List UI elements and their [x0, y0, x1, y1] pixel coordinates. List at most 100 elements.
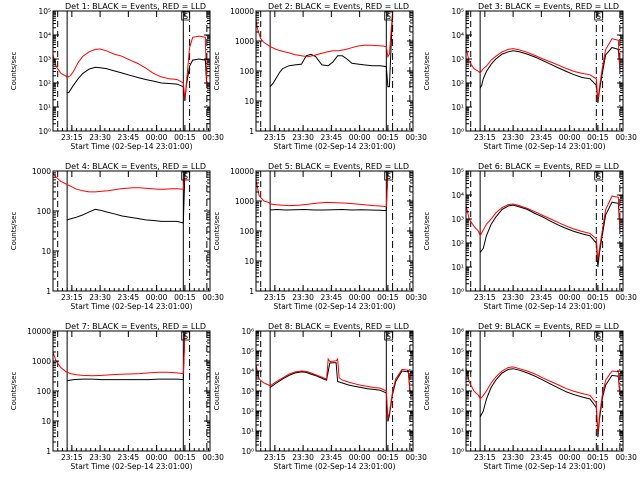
- y-tick-label: 10⁴: [241, 367, 254, 376]
- y-tick-label: 100: [37, 387, 52, 396]
- saa-marker-label: S: [386, 12, 391, 21]
- y-axis-label: Counts/sec: [10, 52, 18, 91]
- y-tick-label: 10³: [451, 387, 464, 396]
- y-axis-label: Counts/sec: [10, 372, 18, 411]
- x-axis-label: Start Time (02-Sep-14 23:01:00): [71, 462, 193, 471]
- x-axis-label: Start Time (02-Sep-14 23:01:00): [484, 462, 606, 471]
- x-tick-label: 00:15: [377, 453, 399, 462]
- x-tick-label: 23:45: [118, 293, 140, 302]
- plot-frame: [255, 330, 414, 452]
- series-line-lld: [466, 362, 621, 433]
- saa-marker-box: [594, 11, 604, 21]
- y-tick-label: 10⁶: [451, 327, 464, 336]
- x-tick-label: 23:45: [321, 453, 343, 462]
- y-tick-label: 10⁵: [451, 347, 464, 356]
- plot-frame: [465, 10, 624, 132]
- y-tick-label: 100: [37, 207, 52, 216]
- x-tick-label: 23:30: [502, 293, 524, 302]
- x-tick-label: 23:15: [474, 133, 496, 142]
- y-tick-label: 10³: [451, 215, 464, 224]
- x-tick-label: 00:30: [202, 293, 224, 302]
- x-tick-label: 00:15: [174, 133, 196, 142]
- saa-marker-box: [594, 171, 604, 181]
- plot-frame: [52, 170, 211, 292]
- panel-det-9: S 10⁰ 10¹ 10² 10³ 10⁴ 10⁵ 10⁶ 23:15 23:30 23:45 00:…: [423, 322, 637, 471]
- panel-det-1: S 10⁰ 10¹ 10² 10³ 10⁴ 10⁵ 23:15 23:30 23:45 00:00 0…: [10, 2, 224, 151]
- x-tick-label: 23:30: [292, 133, 314, 142]
- x-tick-label: 23:15: [264, 453, 286, 462]
- x-tick-label: 23:15: [474, 293, 496, 302]
- panel-title: Det 2: BLACK = Events, RED = LLD: [268, 2, 409, 11]
- y-tick-label: 10: [41, 247, 51, 256]
- x-tick-label: 23:15: [264, 293, 286, 302]
- x-tick-label: 23:15: [61, 453, 83, 462]
- x-tick-label: 23:30: [89, 133, 111, 142]
- saa-marker-box: [384, 331, 394, 341]
- x-tick-label: 00:30: [615, 133, 637, 142]
- y-tick-label: 10³: [38, 55, 51, 64]
- y-tick-label: 1: [46, 287, 51, 296]
- y-axis-label: Counts/sec: [213, 212, 221, 251]
- y-axis-label: Counts/sec: [423, 212, 431, 251]
- x-tick-label: 00:30: [405, 453, 427, 462]
- x-tick-label: 00:30: [405, 133, 427, 142]
- y-tick-label: 10⁵: [38, 7, 51, 16]
- x-tick-label: 00:30: [405, 293, 427, 302]
- x-tick-label: 23:45: [118, 133, 140, 142]
- y-tick-label: 10⁰: [451, 447, 464, 456]
- y-axis-label: Counts/sec: [423, 372, 431, 411]
- series-line-events: [270, 171, 409, 212]
- x-axis-label: Start Time (02-Sep-14 23:01:00): [274, 302, 396, 311]
- y-tick-label: 10¹: [451, 103, 464, 112]
- y-tick-label: 10⁰: [451, 287, 464, 296]
- y-tick-label: 10000: [27, 327, 51, 336]
- x-tick-label: 00:15: [587, 133, 609, 142]
- y-tick-label: 1000: [32, 167, 51, 176]
- saa-marker-label: S: [596, 332, 601, 341]
- x-tick-label: 23:15: [61, 293, 83, 302]
- y-tick-label: 1000: [235, 197, 254, 206]
- saa-marker-label: S: [183, 172, 188, 181]
- series-line-lld: [53, 331, 206, 377]
- saa-marker-label: S: [386, 172, 391, 181]
- y-tick-label: 100: [240, 227, 255, 236]
- x-tick-label: 23:15: [264, 133, 286, 142]
- y-tick-label: 10: [244, 257, 254, 266]
- panel-title: Det 9: BLACK = Events, RED = LLD: [478, 322, 619, 331]
- x-tick-label: 00:15: [377, 293, 399, 302]
- panel-title: Det 7: BLACK = Events, RED = LLD: [65, 322, 206, 331]
- plot-frame: [255, 170, 414, 292]
- x-tick-label: 00:15: [174, 293, 196, 302]
- saa-marker-box: [594, 331, 604, 341]
- x-tick-label: 00:00: [349, 453, 371, 462]
- series-line-events: [479, 46, 621, 103]
- panel-title: Det 3: BLACK = Events, RED = LLD: [478, 2, 619, 11]
- y-tick-label: 10¹: [241, 427, 254, 436]
- x-tick-label: 23:45: [118, 453, 140, 462]
- x-tick-label: 23:45: [531, 293, 553, 302]
- series-line-lld: [53, 35, 208, 99]
- y-tick-label: 10⁶: [241, 327, 254, 336]
- x-tick-label: 00:30: [202, 453, 224, 462]
- x-tick-label: 23:30: [502, 133, 524, 142]
- y-tick-label: 10⁵: [241, 347, 254, 356]
- x-tick-label: 00:15: [377, 133, 399, 142]
- y-tick-label: 10⁵: [451, 167, 464, 176]
- x-tick-label: 23:30: [292, 293, 314, 302]
- x-tick-label: 23:45: [321, 293, 343, 302]
- series-line-lld: [256, 171, 409, 208]
- x-axis-label: Start Time (02-Sep-14 23:01:00): [71, 302, 193, 311]
- saa-marker-label: S: [596, 172, 601, 181]
- y-tick-label: 10⁰: [451, 127, 464, 136]
- panel-det-5: S 1 10 100 1000 10000 23:15 23:30 23:45 00:00 00:1…: [213, 162, 427, 311]
- x-axis-label: Start Time (02-Sep-14 23:01:00): [484, 302, 606, 311]
- plot-frame: [52, 330, 211, 452]
- panel-det-6: S 10⁰ 10¹ 10² 10³ 10⁴ 10⁵ 23:15 23:30 23:45 00:00 0…: [423, 162, 637, 311]
- x-tick-label: 23:45: [531, 133, 553, 142]
- panel-title: Det 6: BLACK = Events, RED = LLD: [478, 162, 619, 171]
- plot-frame: [255, 10, 414, 132]
- x-tick-label: 00:30: [202, 133, 224, 142]
- y-tick-label: 10⁴: [451, 367, 464, 376]
- saa-marker-label: S: [596, 12, 601, 21]
